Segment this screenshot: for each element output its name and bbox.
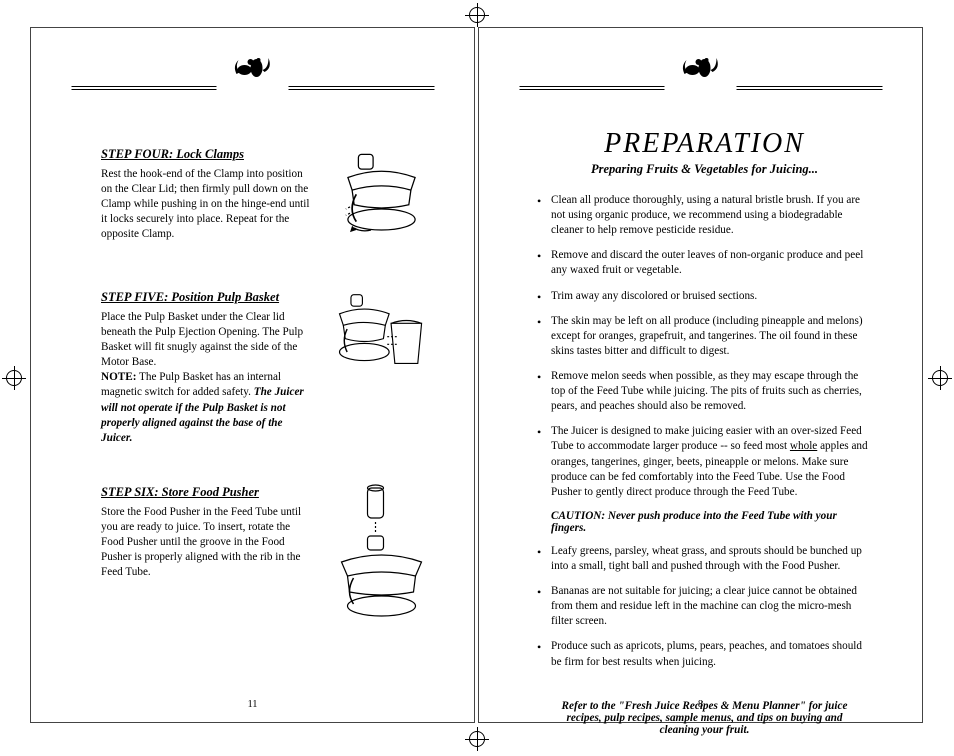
list-item: Produce such as apricots, plums, pears, … bbox=[537, 639, 872, 669]
reg-cross bbox=[14, 366, 15, 390]
list-item-feed-tube: The Juicer is designed to make juicing e… bbox=[537, 424, 872, 500]
step-body: Place the Pulp Basket under the Clear li… bbox=[101, 310, 315, 370]
step-heading: STEP FIVE: Position Pulp Basket bbox=[101, 289, 315, 306]
step-six-illustration bbox=[329, 484, 434, 624]
list-item: Bananas are not suitable for juicing; a … bbox=[537, 584, 872, 629]
step-four: STEP FOUR: Lock Clamps Rest the hook-end… bbox=[101, 146, 434, 251]
reg-cross bbox=[477, 3, 478, 27]
step-body: Rest the hook-end of the Clamp into posi… bbox=[101, 167, 315, 243]
reg-cross bbox=[940, 366, 941, 390]
flourish-icon bbox=[223, 48, 283, 88]
step-five: STEP FIVE: Position Pulp Basket Place th… bbox=[101, 289, 434, 446]
refer-text: Refer to the "Fresh Juice Recipes & Menu… bbox=[537, 700, 872, 736]
list-item: The skin may be left on all produce (inc… bbox=[537, 314, 872, 359]
preparation-subtitle: Preparing Fruits & Vegetables for Juicin… bbox=[537, 162, 872, 177]
header-ornament bbox=[479, 68, 922, 108]
page-number-left: 11 bbox=[247, 699, 257, 710]
step-note: NOTE: The Pulp Basket has an internal ma… bbox=[101, 370, 315, 446]
list-item: Clean all produce thoroughly, using a na… bbox=[537, 193, 872, 238]
steps-content: STEP FOUR: Lock Clamps Rest the hook-end… bbox=[101, 146, 434, 682]
page-left: STEP FOUR: Lock Clamps Rest the hook-end… bbox=[30, 27, 475, 723]
flourish-icon bbox=[671, 48, 731, 88]
step-body: Store the Food Pusher in the Feed Tube u… bbox=[101, 505, 315, 581]
step-heading: STEP SIX: Store Food Pusher bbox=[101, 484, 315, 501]
step-six: STEP SIX: Store Food Pusher Store the Fo… bbox=[101, 484, 434, 624]
preparation-title: PREPARATION bbox=[537, 128, 872, 160]
preparation-content: PREPARATION Preparing Fruits & Vegetable… bbox=[537, 128, 872, 682]
prep-bullets-b: Leafy greens, parsley, wheat grass, and … bbox=[537, 544, 872, 670]
reg-cross bbox=[477, 727, 478, 751]
step-five-illustration bbox=[329, 289, 434, 394]
page-right: PREPARATION Preparing Fruits & Vegetable… bbox=[478, 27, 923, 723]
list-item: Trim away any discolored or bruised sect… bbox=[537, 289, 872, 304]
prep-bullets-a: Clean all produce thoroughly, using a na… bbox=[537, 193, 872, 500]
step-heading: STEP FOUR: Lock Clamps bbox=[101, 146, 315, 163]
list-item: Remove melon seeds when possible, as the… bbox=[537, 369, 872, 414]
step-four-illustration bbox=[329, 146, 434, 251]
list-item: Remove and discard the outer leaves of n… bbox=[537, 248, 872, 278]
header-ornament bbox=[31, 68, 474, 108]
list-item: Leafy greens, parsley, wheat grass, and … bbox=[537, 544, 872, 574]
caution-text: CAUTION: Never push produce into the Fee… bbox=[537, 510, 872, 534]
page-number-right: 8 bbox=[698, 699, 703, 710]
